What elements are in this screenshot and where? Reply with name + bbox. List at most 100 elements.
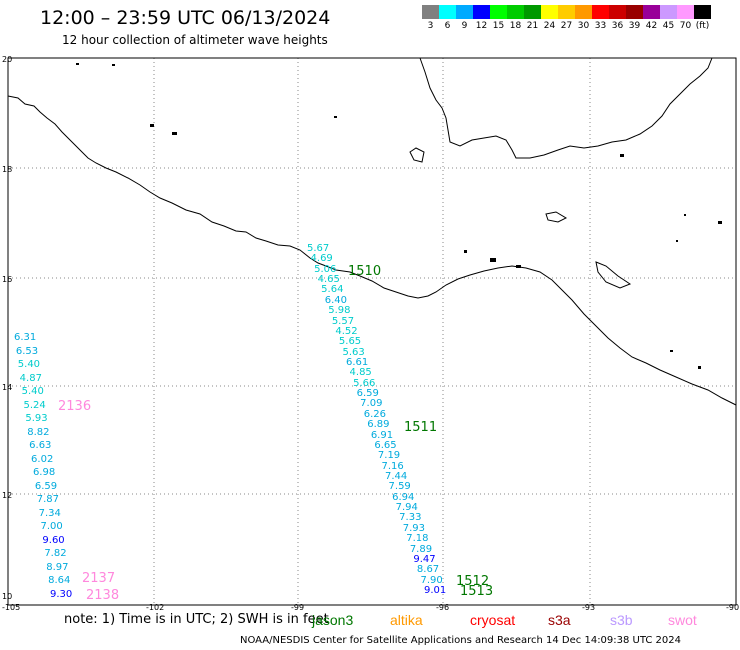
wave-height-label: 4.52: [335, 325, 358, 337]
axis-labels: -105 -102 -99 -96 -93 -90 20 18 16 14 12…: [2, 55, 739, 612]
wave-height-label: 7.19: [377, 450, 401, 462]
wave-height-label: 6.98: [32, 467, 56, 479]
colorbar-labels: 3 6 9 12 15 18 21 24 27 30 33 36 39 42 45 70 (ft): [422, 21, 711, 31]
credit-line: NOAA/NESDIS Center for Satellite Applica…: [240, 635, 682, 646]
colorbar-label: 33: [594, 21, 607, 31]
wave-height-label: 6.40: [324, 294, 347, 306]
colorbar-label: (ft): [695, 21, 710, 31]
wave-height-label: 5.40: [21, 386, 44, 398]
colorbar-label: 15: [492, 21, 505, 31]
wave-height-label: 5.63: [342, 346, 365, 358]
colorbar-swatch: [677, 5, 694, 19]
colorbar-label: 27: [560, 21, 573, 31]
coastline-island: [545, 211, 568, 223]
wave-height-label: 6.91: [370, 429, 394, 441]
colorbar-label: 45: [662, 21, 675, 31]
wave-height-label: 8.82: [27, 426, 50, 438]
wave-height-label: 5.98: [328, 305, 351, 317]
lon-tick: -99: [291, 603, 304, 612]
wave-height-label: 5.65: [338, 336, 362, 348]
wave-height-label: 9.47: [413, 553, 436, 565]
colorbar-swatch: [490, 5, 507, 19]
wave-height-label: 9.30: [50, 589, 73, 600]
wave-height-label: 5.40: [17, 359, 41, 371]
track-id-label: 2136: [58, 399, 92, 414]
wave-height-label: 6.31: [14, 332, 37, 343]
track-id-label: 2137: [82, 571, 116, 586]
wave-height-label: 9.60: [42, 534, 65, 546]
lat-tick: 12: [2, 491, 12, 500]
wave-height-label: 5.57: [331, 315, 355, 327]
wave-height-label: 6.53: [15, 345, 39, 357]
coastline-pacific: [7, 95, 737, 406]
coastline-islets: [76, 63, 722, 369]
wave-height-label: 6.61: [346, 357, 369, 368]
lon-tick: -96: [436, 603, 449, 612]
coastline-gulf: [419, 57, 713, 159]
wave-height-label: 4.69: [310, 253, 333, 265]
colorbar-swatch: [422, 5, 439, 19]
wave-height-label: 5.06: [314, 263, 337, 275]
colorbar-swatch: [439, 5, 456, 19]
wave-height-label: 5.66: [353, 377, 376, 389]
legend-mission-altika: altika: [390, 612, 423, 628]
lat-tick: 16: [2, 275, 12, 284]
track-id-label: 2138: [86, 588, 120, 603]
legend-mission-s3b: s3b: [610, 612, 633, 628]
wave-height-label: 8.64: [48, 575, 71, 587]
wave-height-label: 4.87: [19, 372, 42, 384]
legend-mission-s3a: s3a: [548, 612, 571, 628]
colorbar-label: 24: [543, 21, 556, 31]
legend-mission-swot: swot: [668, 612, 697, 628]
track-id-label: 1512: [456, 574, 490, 589]
colorbar-swatch: [575, 5, 592, 19]
lat-tick: 14: [2, 383, 12, 392]
lat-lon-grid: [8, 58, 736, 605]
wave-height-label: 7.18: [406, 533, 429, 545]
colorbar-swatch: [473, 5, 490, 19]
wave-height-label: 6.65: [374, 439, 397, 451]
wave-height-label: 7.87: [36, 494, 59, 506]
wave-height-label: 4.65: [317, 274, 340, 286]
wave-height-label: 7.00: [40, 521, 63, 533]
lon-tick: -105: [2, 603, 20, 612]
colorbar-swatch: [507, 5, 524, 19]
coastline-lake-2: [595, 261, 632, 289]
wave-height-label: 7.33: [399, 512, 422, 524]
map-frame: [7, 57, 737, 606]
wave-height-label: 7.94: [395, 502, 418, 514]
wave-height-label: 5.93: [25, 413, 48, 425]
track-id-label: 1511: [404, 420, 438, 435]
wave-height-label: 7.09: [360, 398, 383, 410]
colorbar-label: 42: [645, 21, 658, 31]
colorbar-label: 21: [526, 21, 539, 31]
colorbar-label: 6: [444, 21, 451, 31]
track-id-label: 1513: [460, 584, 494, 599]
wave-height-label: 5.67: [307, 243, 330, 254]
colorbar-label: 30: [577, 21, 590, 31]
colorbar-label: 9: [461, 21, 468, 31]
wave-height-label: 7.82: [44, 548, 67, 560]
wave-height-label: 7.34: [38, 507, 61, 519]
wave-height-label: 6.89: [367, 419, 390, 431]
colorbar-label: 39: [628, 21, 641, 31]
legend-mission-cryosat: cryosat: [470, 612, 516, 628]
colorbar-swatch: [694, 5, 711, 19]
lon-tick: -93: [582, 603, 595, 612]
wave-height-label: 6.02: [31, 453, 54, 465]
wave-height-label: 9.01: [424, 585, 447, 596]
colorbar-label: 12: [475, 21, 488, 31]
coastline-lake: [409, 147, 425, 163]
wave-height-colorbar: [422, 5, 711, 19]
wave-height-label: 7.90: [420, 574, 443, 586]
wave-height-label: 6.59: [34, 480, 58, 492]
lat-tick: 10: [2, 592, 12, 601]
lon-tick: -90: [726, 603, 739, 612]
wave-height-label: 5.64: [321, 284, 344, 296]
lon-tick: -102: [146, 603, 164, 612]
wave-height-label: 6.26: [363, 408, 386, 420]
colorbar-swatch: [643, 5, 660, 19]
legend-mission-jason3: jason3: [312, 612, 354, 628]
wave-height-label: 7.44: [385, 471, 408, 482]
